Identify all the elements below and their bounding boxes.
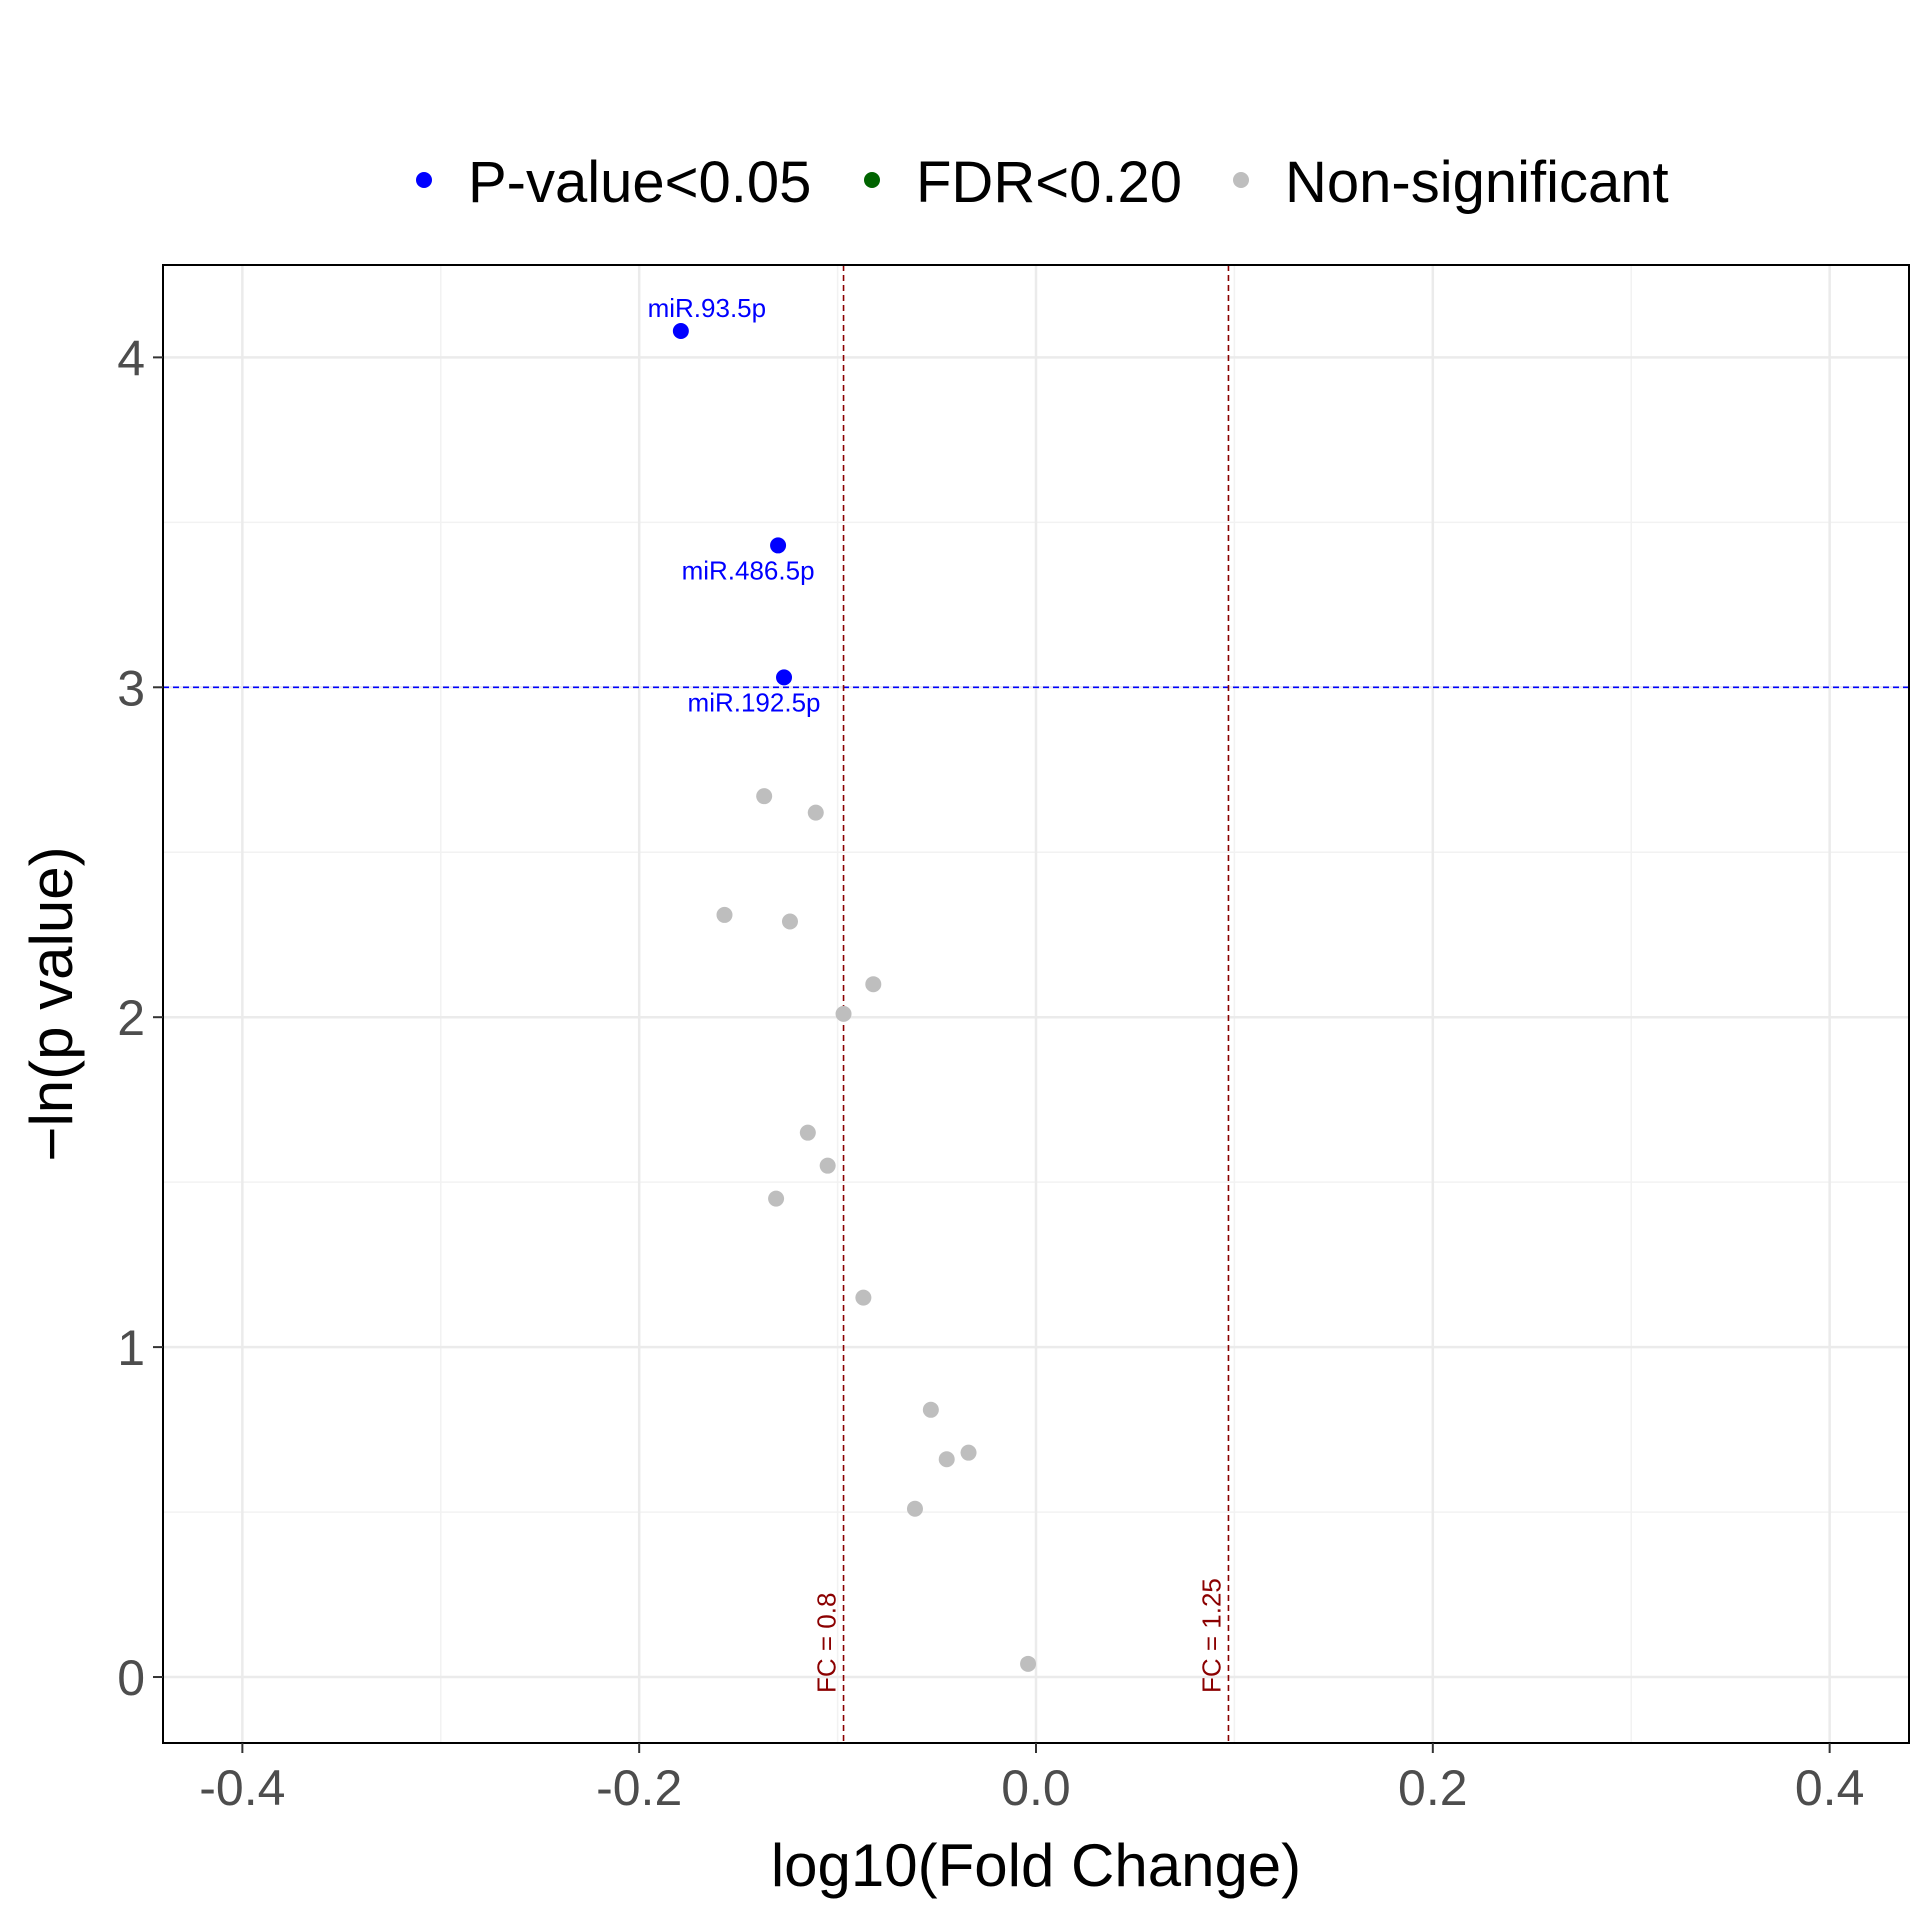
data-point <box>819 1157 836 1174</box>
fold-change-threshold-label: FC = 0.8 <box>812 1593 842 1693</box>
y-axis-title: −ln(p value) <box>18 846 85 1161</box>
data-point <box>922 1401 939 1418</box>
data-point <box>776 669 793 686</box>
data-point <box>960 1444 977 1461</box>
legend-key <box>1233 172 1249 188</box>
data-point <box>672 322 689 339</box>
legend-key <box>416 172 432 188</box>
x-tick-label: 0.2 <box>1398 1760 1468 1816</box>
legend: P-value<0.05 FDR<0.20 Non-significant <box>416 150 1669 215</box>
data-point <box>768 1190 785 1207</box>
x-tick-label: -0.2 <box>596 1760 682 1816</box>
data-point <box>781 913 798 930</box>
point-label: miR.93.5p <box>648 293 767 323</box>
data-point <box>855 1289 872 1306</box>
data-point <box>770 537 787 554</box>
legend-label: P-value<0.05 <box>468 150 811 215</box>
y-tick-label: 3 <box>117 660 145 716</box>
point-label: miR.192.5p <box>688 687 821 717</box>
y-axis: 0 1 2 3 4 <box>117 330 163 1706</box>
data-point <box>835 1005 852 1022</box>
x-axis-title: log10(Fold Change) <box>771 1832 1301 1899</box>
y-tick-label: 0 <box>117 1650 145 1706</box>
data-point <box>1020 1655 1037 1672</box>
point-labels: miR.93.5p miR.486.5p miR.192.5p <box>648 293 821 717</box>
data-point <box>756 788 773 805</box>
x-tick-label: -0.4 <box>199 1760 285 1816</box>
data-point <box>906 1500 923 1517</box>
data-point <box>807 804 824 821</box>
y-tick-label: 1 <box>117 1320 145 1376</box>
point-label: miR.486.5p <box>682 555 815 585</box>
data-point <box>716 906 733 923</box>
data-point <box>865 976 882 993</box>
x-tick-label: 0.0 <box>1001 1760 1071 1816</box>
x-axis: -0.4 -0.2 0.0 0.2 0.4 <box>199 1743 1864 1816</box>
y-tick-label: 2 <box>117 990 145 1046</box>
major-gridlines <box>163 265 1909 1743</box>
x-tick-label: 0.4 <box>1795 1760 1865 1816</box>
data-points <box>672 322 1037 1672</box>
data-point <box>799 1124 816 1141</box>
legend-label: Non-significant <box>1285 150 1669 215</box>
fold-change-threshold-label: FC = 1.25 <box>1196 1578 1226 1693</box>
data-point <box>938 1451 955 1468</box>
legend-key <box>864 172 880 188</box>
threshold-lines: FC = 0.8 FC = 1.25 <box>163 265 1909 1743</box>
y-tick-label: 4 <box>117 330 145 386</box>
legend-label: FDR<0.20 <box>916 150 1182 215</box>
